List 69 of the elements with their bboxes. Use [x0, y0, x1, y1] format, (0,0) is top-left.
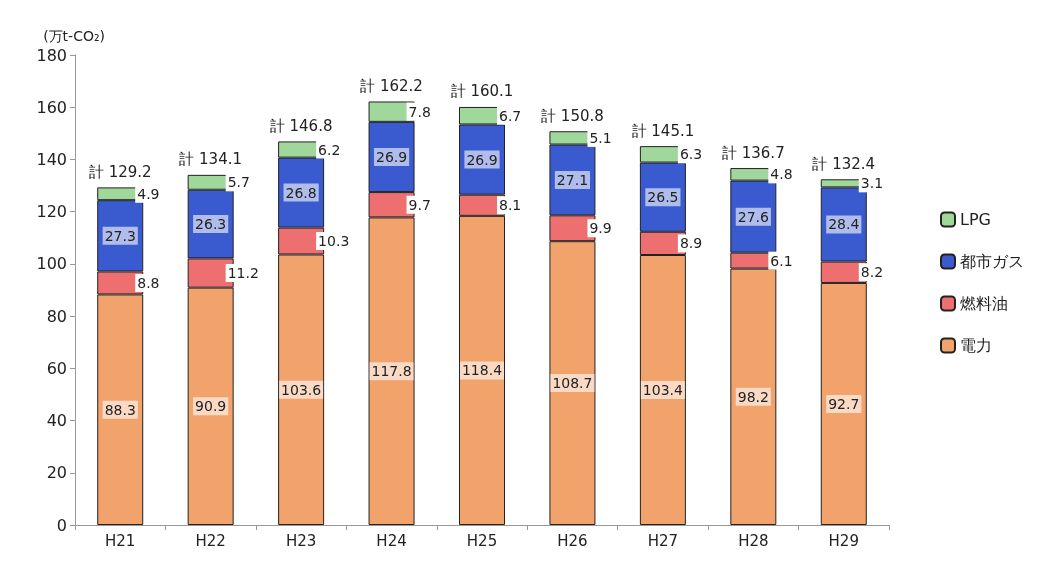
- y-tick-label: 160: [36, 97, 67, 117]
- data-label: 26.8: [285, 184, 317, 201]
- y-axis-title: (万t-CO₂): [43, 28, 105, 44]
- total-label: 計 136.7: [721, 143, 785, 162]
- data-label: 6.3: [679, 146, 703, 163]
- data-label: 10.3: [318, 233, 350, 250]
- data-label: 6.1: [770, 252, 793, 269]
- x-tick-label: H22: [195, 531, 226, 550]
- total-label: 計 134.1: [179, 150, 243, 169]
- total-label: 計 146.8: [269, 116, 333, 135]
- total-label: 計 129.2: [88, 162, 152, 181]
- data-label: 6.2: [318, 141, 341, 158]
- y-tick-label: 20: [46, 463, 67, 483]
- total-label: 計 150.8: [541, 106, 604, 125]
- data-label: 90.9: [195, 398, 227, 415]
- data-label: 92.7: [828, 395, 860, 412]
- data-label: 4.8: [770, 166, 793, 183]
- data-label: 117.8: [371, 363, 412, 380]
- data-label: 27.3: [104, 227, 136, 244]
- legend-label: 電力: [960, 336, 992, 355]
- data-label: 28.4: [828, 216, 860, 233]
- y-tick-label: 140: [36, 149, 67, 169]
- data-label: 8.8: [137, 274, 160, 291]
- data-label: 26.9: [466, 151, 498, 168]
- total-label: 計 145.1: [631, 121, 695, 140]
- data-label: 8.1: [499, 197, 522, 214]
- y-tick-label: 0: [56, 515, 67, 535]
- data-label: 9.7: [408, 196, 431, 213]
- total-label: 計 132.4: [812, 154, 876, 173]
- legend-label: 都市ガス: [960, 252, 1024, 271]
- total-label: 計 160.1: [450, 82, 514, 101]
- data-label: 7.8: [408, 103, 431, 120]
- y-tick-label: 60: [46, 358, 67, 378]
- data-label: 6.7: [499, 107, 522, 124]
- x-tick-label: H28: [738, 531, 769, 550]
- data-label: 26.5: [647, 189, 679, 206]
- data-label: 11.2: [227, 265, 259, 282]
- data-label: 8.2: [860, 264, 884, 281]
- data-label: 103.6: [281, 381, 322, 398]
- data-label: 3.1: [860, 175, 884, 192]
- legend-label: 燃料油: [960, 294, 1008, 313]
- data-label: 4.9: [137, 185, 160, 202]
- data-label: 108.7: [552, 375, 593, 392]
- x-tick-label: H29: [828, 531, 859, 550]
- y-tick-label: 40: [46, 411, 67, 431]
- legend-label: LPG: [960, 210, 991, 229]
- data-label: 98.2: [737, 388, 769, 405]
- data-label: 8.9: [679, 235, 703, 252]
- x-tick-label: H27: [647, 531, 679, 550]
- x-tick-label: H23: [285, 531, 317, 550]
- data-label: 88.3: [104, 401, 136, 418]
- data-label: 27.6: [737, 208, 770, 225]
- data-label: 5.1: [589, 129, 612, 146]
- data-label: 5.7: [227, 174, 250, 191]
- y-tick-label: 120: [36, 202, 67, 222]
- y-tick-label: 100: [36, 254, 67, 274]
- y-tick-label: 180: [36, 45, 67, 65]
- data-label: 26.9: [375, 148, 408, 165]
- data-label: 26.3: [195, 216, 227, 233]
- data-label: 118.4: [461, 362, 503, 379]
- x-tick-label: H24: [376, 531, 407, 550]
- x-tick-label: H21: [105, 531, 136, 550]
- x-tick-label: H25: [466, 531, 498, 550]
- data-label: 27.1: [556, 171, 589, 188]
- total-label: 計 162.2: [360, 76, 423, 95]
- x-tick-label: H26: [557, 531, 588, 550]
- data-label: 103.4: [642, 382, 684, 399]
- y-tick-label: 80: [46, 306, 67, 326]
- data-label: 9.9: [589, 220, 612, 237]
